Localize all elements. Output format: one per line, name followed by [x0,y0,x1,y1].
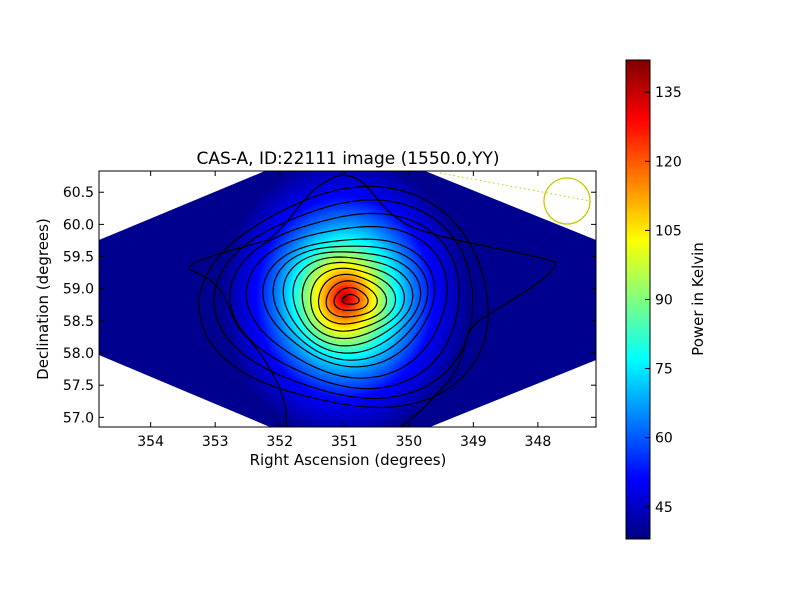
x-tick-label: 352 [266,434,293,450]
y-tick-label: 58.0 [63,346,94,362]
colorbar-tick-label: 90 [655,293,673,309]
contour-line-outer [188,174,556,427]
contour-line [229,212,460,390]
contour-line [262,238,436,368]
x-tick-label: 354 [137,434,164,450]
colorbar-tick-label: 45 [655,500,673,516]
y-tick-label: 57.5 [63,378,94,394]
contour-line [245,225,448,379]
colorbar-label: Power in Kelvin [689,242,707,356]
colorbar: 45 60 75 90 105 120 135 Power in Kelvin [625,59,707,540]
contour-line [341,293,360,305]
contour-line [301,261,406,340]
x-tick-label: 350 [395,434,422,450]
y-axis-ticks: 57.0 57.5 58.0 58.5 59.0 59.5 60.0 60.5 [63,185,596,426]
colorbar-tick-label: 120 [655,154,682,170]
colorbar-tick-label: 60 [655,431,673,447]
contour-line [198,185,489,409]
x-tick-label: 349 [460,434,487,450]
contour-line [282,251,422,354]
contour-line [213,199,474,400]
colorbar-tick-label: 75 [655,362,673,378]
beam-marker-circle [543,177,591,225]
contour-line [272,245,429,361]
contour-line [310,267,397,332]
y-tick-label: 58.5 [63,314,94,330]
x-axis-label: Right Ascension (degrees) [250,451,447,469]
y-tick-label: 57.0 [63,410,94,426]
x-tick-label: 351 [331,434,358,450]
contour-line [292,256,414,347]
colorbar-tick-label: 105 [655,223,682,239]
heatmap-image [99,171,596,427]
chart-title: CAS-A, ID:22111 image (1550.0,YY) [196,149,499,169]
y-tick-label: 59.5 [63,250,94,266]
colorbar-tick-label: 135 [655,85,682,101]
x-axis-ticks: 354 353 352 351 350 349 348 [137,171,551,450]
image-footprint [99,171,596,427]
contour-line [333,287,369,311]
contour-line [317,273,388,325]
y-tick-label: 60.5 [63,185,94,201]
beam-marker [439,172,591,225]
y-tick-label: 59.0 [63,282,94,298]
x-tick-label: 353 [202,434,229,450]
colorbar-ticks: 45 60 75 90 105 120 135 [645,85,682,516]
plot-frame [98,170,597,428]
y-tick-label: 60.0 [63,217,94,233]
contour-line [325,280,378,318]
y-axis-label: Declination (degrees) [34,218,52,380]
contour-lines [188,174,556,427]
beam-marker-line [439,172,591,202]
x-tick-label: 348 [525,434,552,450]
